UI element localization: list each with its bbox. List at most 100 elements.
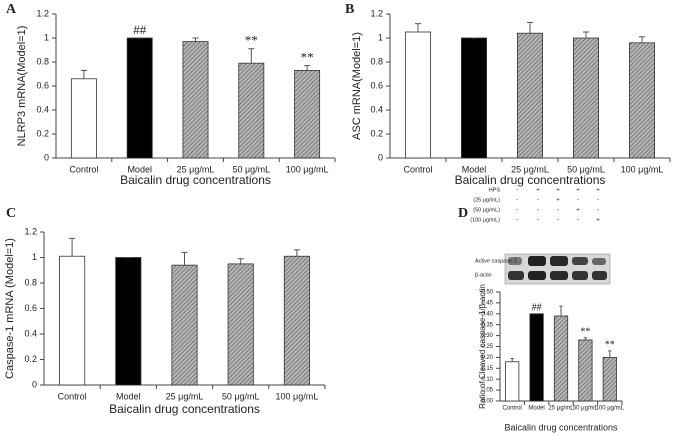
bar (553, 315, 569, 402)
panel-label: A (6, 2, 17, 17)
blot-treatment: HPS (489, 187, 501, 193)
y-tick-label: 0.4 (24, 328, 37, 338)
y-tick-label: 1 (44, 32, 49, 42)
y-tick-label: 0.2 (370, 128, 383, 138)
x-axis-label: Baicalin drug concentrations (504, 422, 618, 432)
x-axis-label: Baicalin drug concentrations (120, 173, 271, 187)
y-axis-label: Caspase-1 mRNA (Model=1) (4, 238, 16, 379)
bar (529, 313, 544, 402)
significance-mark: ** (301, 49, 314, 64)
bar (59, 255, 86, 386)
x-tick-label: 100 μg/mL (276, 391, 319, 401)
y-tick-label: 0.4 (370, 104, 383, 114)
x-tick-label: 100 μg/mL (596, 406, 625, 412)
bar (573, 37, 600, 159)
bar (517, 32, 544, 159)
bar (283, 255, 310, 386)
y-tick-label: 0.40 (481, 311, 493, 317)
significance-mark: ** (580, 327, 590, 338)
error-bar (559, 305, 563, 316)
panel-label: D (458, 206, 468, 221)
blot-treatment: (50 μg/mL) (473, 207, 500, 213)
blot-sign: + (576, 188, 580, 194)
y-tick-label: 0.8 (370, 56, 383, 66)
blot-sign: + (556, 198, 560, 204)
x-axis-label: Baicalin drug concentrations (109, 402, 260, 416)
y-tick-label: 0 (32, 379, 37, 389)
y-tick-label: 1 (378, 32, 383, 42)
blot-sign: - (516, 188, 518, 194)
error-bar (414, 23, 422, 32)
error-bar (237, 258, 244, 264)
bar (629, 42, 656, 159)
blot-sign: - (577, 218, 579, 224)
y-tick-label: 0.30 (481, 333, 493, 339)
blot-sign: - (537, 208, 539, 214)
x-tick-label: 100 μg/mL (621, 164, 664, 174)
y-tick-label: 1.2 (370, 8, 383, 18)
error-bar (181, 251, 188, 266)
bar (126, 37, 153, 159)
y-tick-label: 0.15 (481, 366, 493, 372)
y-tick-label: 0.10 (481, 377, 493, 383)
error-bar (69, 237, 76, 257)
bar (404, 31, 431, 159)
bar (238, 62, 265, 159)
error-bar (510, 357, 514, 362)
blot-sign: + (596, 218, 600, 224)
y-tick-label: 0.6 (370, 80, 383, 90)
x-tick-label: Control (503, 406, 522, 412)
bar (182, 41, 209, 159)
blot-sign: - (597, 198, 599, 204)
y-tick-label: 1.2 (36, 8, 49, 18)
x-tick-label: Model (528, 406, 544, 412)
blot-sign: - (537, 198, 539, 204)
blot-sign: - (516, 208, 518, 214)
x-tick-label: 50 μg/mL (222, 391, 260, 401)
panel-label: B (345, 2, 354, 17)
bar (171, 264, 198, 386)
blot-treatment: (100 μg/mL) (470, 217, 500, 223)
y-axis-label: ASC mRNA(Model=1) (351, 32, 363, 140)
blot-sign: - (597, 208, 599, 214)
blot-sign: - (557, 208, 559, 214)
significance-mark: ** (605, 340, 615, 351)
bar (505, 361, 520, 402)
blot-sign: + (536, 188, 540, 194)
x-tick-label: Model (462, 164, 487, 174)
x-tick-label: Control (58, 391, 87, 401)
y-tick-label: 1 (32, 252, 37, 262)
blot-treatment: (25 μg/mL) (473, 197, 500, 203)
y-axis-label: Ratio of Cleaved caspase-1/β-actin (478, 284, 487, 409)
x-axis-label: Baicalin drug concentrations (455, 173, 606, 187)
y-tick-label: 0 (44, 152, 49, 162)
x-tick-label: Model (116, 391, 141, 401)
bar (294, 70, 321, 159)
significance-mark: ** (245, 33, 258, 48)
x-tick-label: 50 μg/mL (573, 406, 599, 412)
error-bar (304, 65, 311, 71)
blot-sign: - (516, 198, 518, 204)
blot-sign: + (556, 188, 560, 194)
significance-mark: ## (532, 303, 542, 314)
blot-bands (508, 256, 607, 280)
bar (227, 263, 254, 386)
y-tick-label: 0.45 (481, 300, 493, 306)
y-tick-label: 0.25 (481, 344, 493, 350)
blot-sign: - (537, 218, 539, 224)
x-tick-label: Control (403, 164, 432, 174)
y-tick-label: 0.20 (481, 355, 493, 361)
blot-band-label: Active caspase-1 (475, 258, 517, 264)
y-tick-label: 0.4 (36, 104, 49, 114)
y-tick-label: 1.2 (24, 226, 37, 236)
blot-sign: - (577, 198, 579, 204)
x-tick-label: 100 μg/mL (286, 164, 329, 174)
blot-sign: + (576, 208, 580, 214)
blot-sign: + (596, 188, 600, 194)
error-bar (293, 249, 300, 257)
y-tick-label: 0.6 (36, 80, 49, 90)
y-tick-label: 0.35 (481, 322, 493, 328)
error-bar (248, 48, 255, 64)
error-bar (80, 69, 87, 79)
